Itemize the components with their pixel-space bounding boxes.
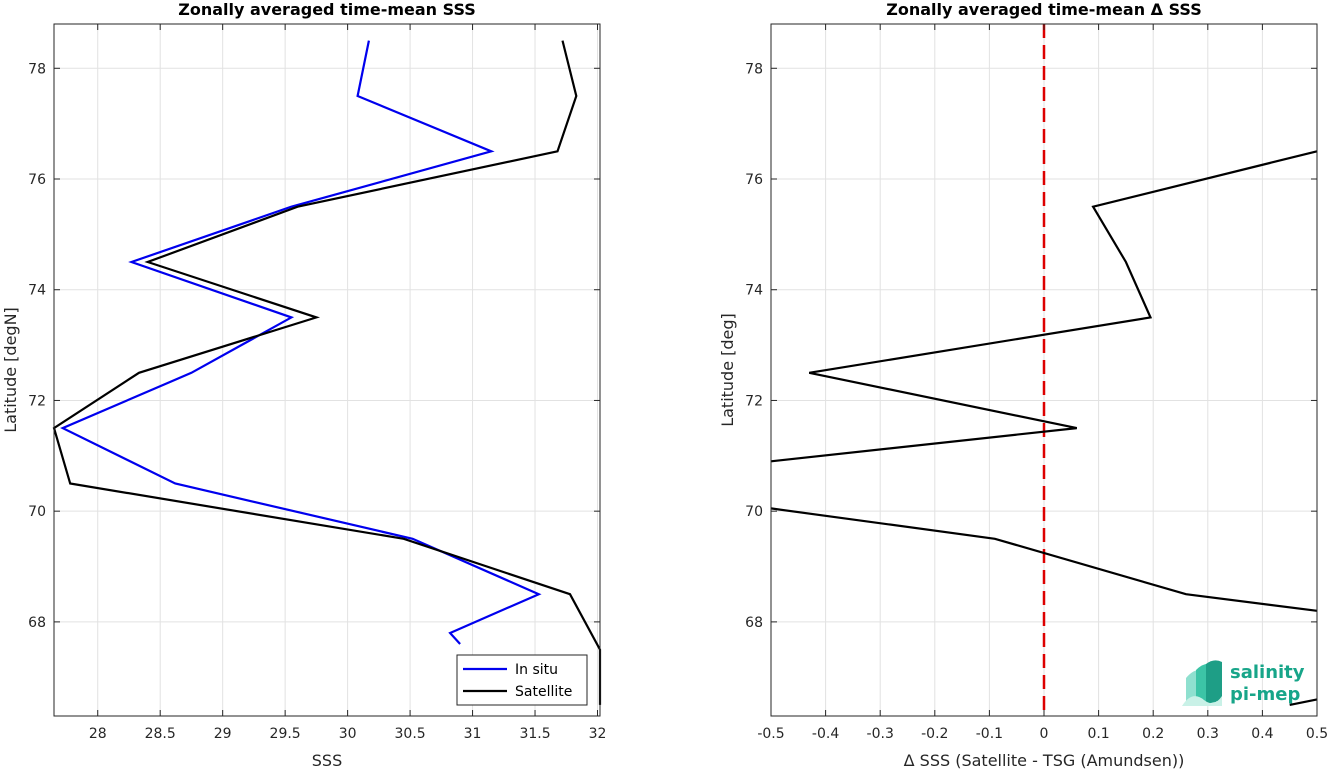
left-panel-sss: 28 28.5 29 29.5 30 30.5 31 31.5 32 68 70 72 74 76 78 Zo… — [1, 0, 606, 769]
series-line-satellite — [52, 40, 602, 705]
y-tick-label: 70 — [745, 504, 763, 520]
x-axis-label: Δ SSS (Satellite - TSG (Amundsen)) — [904, 751, 1185, 769]
grid — [770, 24, 1318, 716]
x-tick-label: -0.5 — [757, 726, 784, 742]
x-tick-label: 28.5 — [145, 726, 176, 742]
x-tick-label: 0.1 — [1087, 726, 1109, 742]
x-tick-label: 31.5 — [519, 726, 550, 742]
y-tick-label: 76 — [745, 172, 763, 188]
axes-frame — [53, 23, 601, 717]
x-tick-label: 30 — [339, 726, 357, 742]
y-tick-label: 68 — [28, 615, 46, 631]
legend-entry: In situ — [515, 662, 558, 678]
y-axis-label: Latitude [degN] — [1, 307, 20, 433]
x-tick-label: 0.5 — [1306, 726, 1328, 742]
legend-box — [456, 654, 588, 706]
x-tick-label: -0.3 — [867, 726, 894, 742]
y-tick-label: 72 — [28, 393, 46, 409]
y-tick-label: 72 — [745, 393, 763, 409]
y-tick-label: 74 — [745, 283, 763, 299]
y-axis-label: Latitude [deg] — [718, 313, 737, 427]
y-tick-label: 70 — [28, 504, 46, 520]
x-tick-label: 30.5 — [395, 726, 426, 742]
logo-mark-icon — [1182, 660, 1222, 706]
x-tick-label: -0.4 — [812, 726, 839, 742]
salinity-pimep-logo: salinity pi-mep — [1182, 660, 1305, 706]
series-line-0-seg-1 — [770, 507, 1318, 612]
legend: In situ Satellite — [456, 654, 588, 706]
x-tick-label: -0.1 — [976, 726, 1003, 742]
y-tick-label: 78 — [745, 61, 763, 77]
x-tick-label: 31 — [464, 726, 482, 742]
series-line-0-seg-2 — [1289, 698, 1318, 706]
x-tick-label: 32 — [589, 726, 607, 742]
chart-title: Zonally averaged time-mean Δ SSS — [886, 0, 1202, 19]
x-tick-label: 0.4 — [1251, 726, 1273, 742]
x-tick-label: -0.2 — [921, 726, 948, 742]
x-tick-label: 0.3 — [1197, 726, 1219, 742]
right-panel-delta-sss: -0.5 -0.4 -0.3 -0.2 -0.1 0 0.1 0.2 0.3 0.4 0.5 68 70… — [718, 0, 1328, 769]
x-tick-label: 0.2 — [1142, 726, 1164, 742]
chart-title: Zonally averaged time-mean SSS — [178, 0, 476, 19]
series-line-in-situ — [60, 40, 542, 645]
y-tick-label: 74 — [28, 283, 46, 299]
y-tick-label: 76 — [28, 172, 46, 188]
legend-entry: Satellite — [515, 684, 572, 700]
x-axis-label: SSS — [312, 751, 342, 769]
x-tick-label: 29.5 — [270, 726, 301, 742]
x-tick-label: 28 — [89, 726, 107, 742]
grid — [54, 24, 600, 716]
logo-text-salinity: salinity — [1230, 662, 1305, 683]
y-tick-label: 68 — [745, 615, 763, 631]
y-tick-label: 78 — [28, 61, 46, 77]
logo-text-pimep: pi-mep — [1230, 684, 1300, 705]
x-tick-label: 0 — [1040, 726, 1049, 742]
x-tick-label: 29 — [214, 726, 232, 742]
series-line-0-seg-0 — [770, 150, 1318, 463]
